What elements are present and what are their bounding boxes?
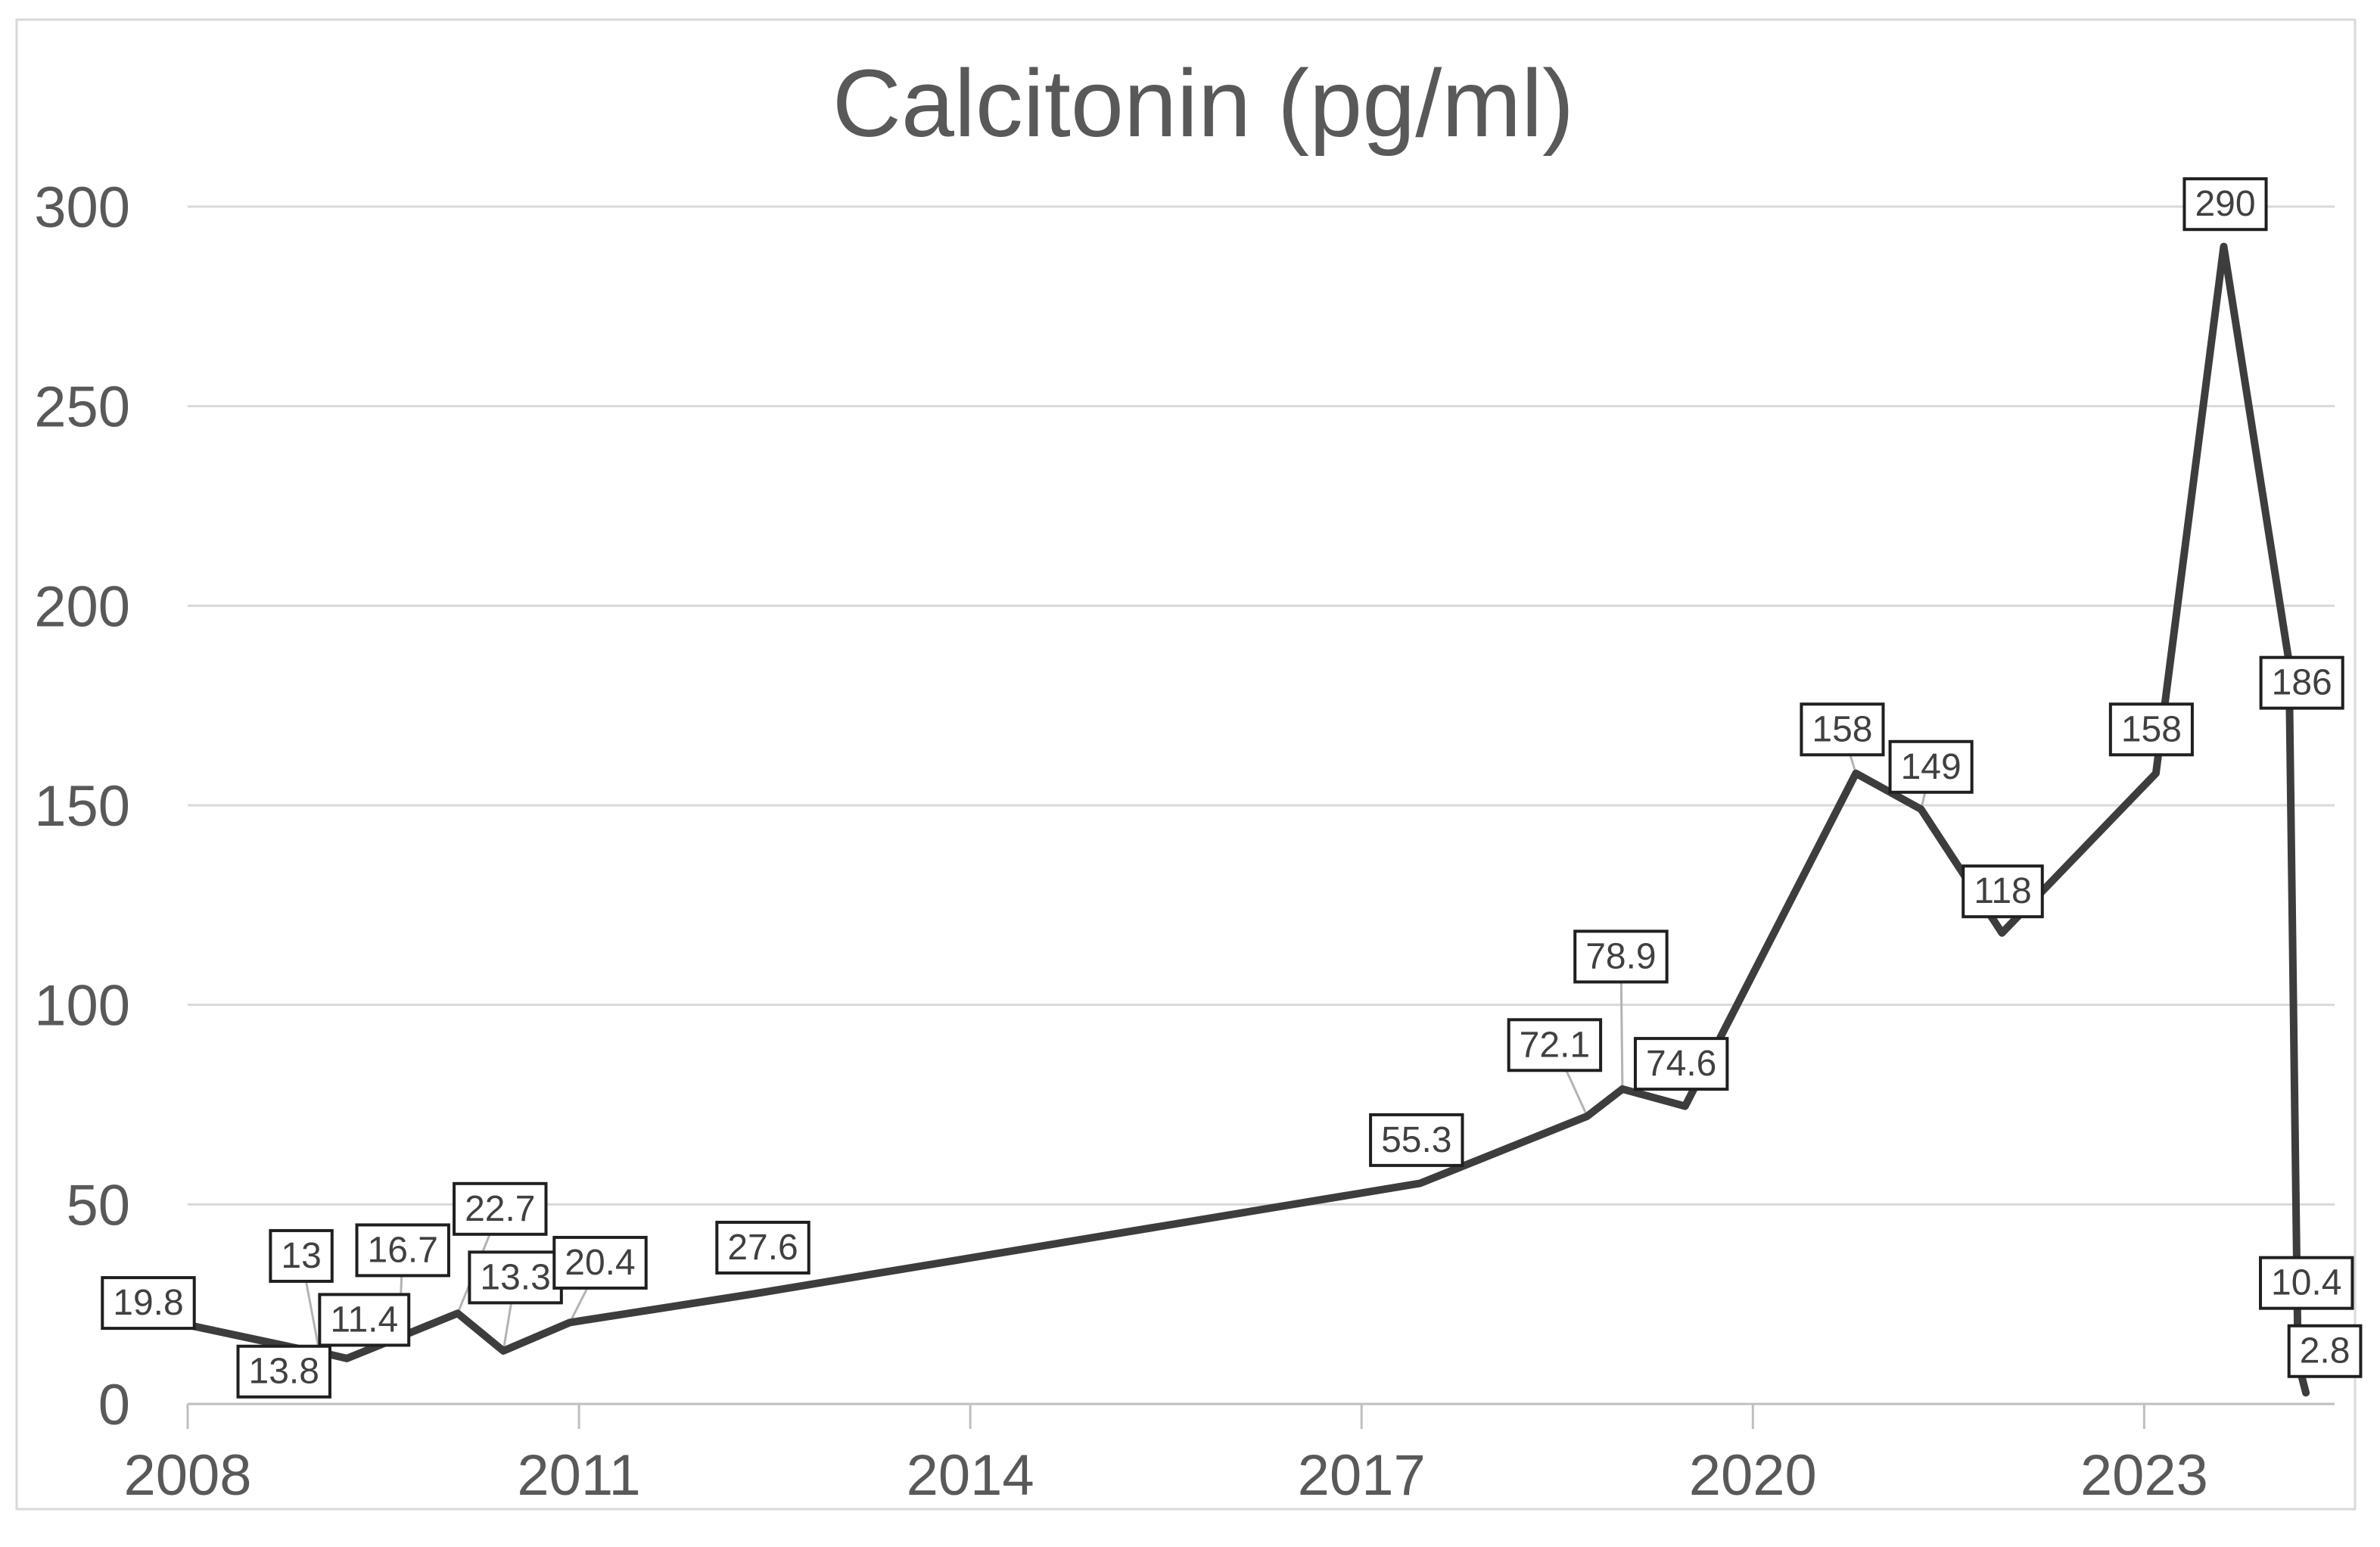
data-label-text: 158 xyxy=(2121,709,2182,749)
data-label-text: 13.3 xyxy=(480,1257,550,1297)
data-label-box xyxy=(355,1223,450,1278)
x-axis-tick-label: 2011 xyxy=(517,1443,640,1508)
data-label-text: 78.9 xyxy=(1585,936,1656,976)
chart-border xyxy=(15,18,2357,1511)
data-label-box xyxy=(715,1220,810,1275)
data-label-box xyxy=(101,1276,196,1331)
y-axis-tick-label: 300 xyxy=(34,176,130,240)
x-axis-tick-label: 2014 xyxy=(907,1443,1034,1508)
data-label-box xyxy=(1800,702,1885,757)
x-axis-tick-label: 2023 xyxy=(2080,1443,2208,1508)
data-label-text: 19.8 xyxy=(113,1283,183,1323)
data-label-box xyxy=(1573,929,1669,984)
data-label-text: 22.7 xyxy=(465,1189,535,1229)
series-line-calcitonin xyxy=(184,242,2310,1397)
data-label-text: 13.8 xyxy=(249,1352,319,1392)
data-label-box xyxy=(2259,655,2344,710)
data-label-box xyxy=(1888,739,1974,794)
data-label-box xyxy=(1962,864,2044,919)
x-axis-tick-label: 2008 xyxy=(123,1443,251,1508)
data-label-text: 10.4 xyxy=(2271,1263,2341,1303)
data-label-box xyxy=(236,1344,331,1399)
data-label-text: 290 xyxy=(2195,184,2255,224)
data-label-box xyxy=(1369,1113,1464,1167)
data-label-box xyxy=(2259,1256,2354,1310)
data-label-text: 11.4 xyxy=(330,1300,398,1340)
data-label-text: 72.1 xyxy=(1520,1025,1590,1065)
data-label-text: 74.6 xyxy=(1646,1044,1716,1084)
data-label-box xyxy=(453,1181,548,1236)
data-label-text: 13 xyxy=(281,1236,321,1276)
chart-title: Calcitonin (pg/ml) xyxy=(832,50,1574,157)
data-label-box xyxy=(2108,702,2194,757)
y-axis-tick-label: 50 xyxy=(66,1173,130,1237)
data-label-text: 20.4 xyxy=(565,1243,635,1283)
data-label-text: 55.3 xyxy=(1381,1120,1451,1160)
data-label-text: 149 xyxy=(1901,747,1962,787)
axes: 0 50 100 150 200 250 300 2008 2011 2014 2017 2020 20… xyxy=(34,176,2335,1508)
data-label-box xyxy=(269,1228,334,1283)
y-axis-tick-label: 100 xyxy=(34,974,130,1038)
data-label-text: 16.7 xyxy=(368,1230,438,1270)
data-label-box xyxy=(552,1235,648,1290)
x-axis-tick-label: 2017 xyxy=(1298,1443,1426,1508)
y-axis-tick-label: 0 xyxy=(98,1373,130,1437)
y-axis-tick-label: 150 xyxy=(34,774,130,839)
data-label-box xyxy=(2287,1324,2363,1378)
data-label-box xyxy=(2182,177,2268,232)
gridlines xyxy=(188,205,2335,1206)
data-label-text: 2.8 xyxy=(2300,1331,2350,1371)
data-label-box xyxy=(1507,1018,1603,1072)
y-axis-tick-label: 200 xyxy=(34,574,130,639)
data-label-box xyxy=(318,1293,411,1347)
data-label-text: 186 xyxy=(2272,663,2332,703)
x-axis-tick-label: 2020 xyxy=(1689,1443,1817,1508)
data-label-text: 27.6 xyxy=(727,1228,798,1268)
y-axis-tick-label: 250 xyxy=(34,375,130,440)
data-label-text: 118 xyxy=(1974,871,2032,911)
data-label-text: 158 xyxy=(1812,709,1872,749)
data-label-box xyxy=(1633,1037,1729,1091)
